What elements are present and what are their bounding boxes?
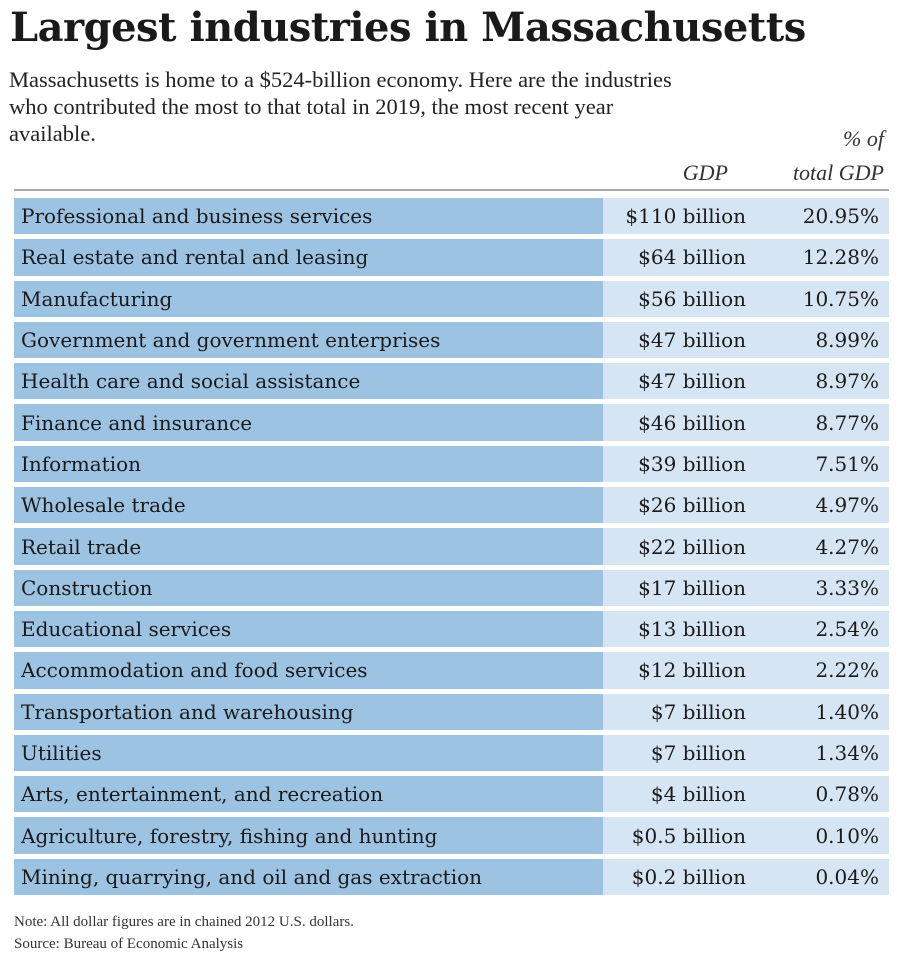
gdp-cell: $7 billion [650, 741, 746, 765]
pct-cell: 1.34% [815, 741, 879, 765]
pct-cell: 12.28% [802, 245, 879, 270]
pct-cell: 3.33% [815, 575, 879, 600]
header-rule [14, 189, 889, 191]
column-header-pct-line2: total GDP [792, 160, 884, 185]
page-title: Largest industries in Massachusetts [10, 4, 806, 51]
industry-name-cell: Real estate and rental and leasing [14, 239, 603, 276]
gdp-cell: $4 billion [650, 782, 746, 807]
value-cells: $46 billion 8.77% [603, 404, 889, 441]
industry-name-cell: Manufacturing [14, 280, 603, 317]
gdp-cell: $110 billion [625, 204, 746, 229]
column-header-pct-line1: % of [843, 126, 884, 151]
pct-cell: 10.75% [802, 286, 879, 311]
industry-name-cell: Arts, entertainment, and recreation [14, 776, 603, 813]
gdp-cell: $64 billion [638, 245, 746, 270]
gdp-cell: $0.2 billion [631, 864, 746, 889]
gdp-cell: $0.5 billion [631, 823, 746, 848]
value-cells: $7 billion 1.40% [603, 693, 889, 730]
table-row: Retail trade $22 billion 4.27% [14, 528, 889, 565]
value-cells: $22 billion 4.27% [603, 528, 889, 565]
pct-cell: 4.97% [815, 493, 879, 518]
table-row: Accommodation and food services $12 billi… [14, 652, 889, 689]
table-row: Information $39 billion 7.51% [14, 445, 889, 483]
gdp-cell: $13 billion [638, 617, 746, 642]
table-row: Wholesale trade $26 billion 4.97% [14, 487, 889, 524]
value-cells: $13 billion 2.54% [603, 610, 889, 648]
table-row: Mining, quarrying, and oil and gas extra… [14, 858, 889, 896]
pct-cell: 1.40% [815, 699, 879, 724]
industry-name-cell: Transportation and warehousing [14, 693, 603, 730]
table-row: Real estate and rental and leasing $64 bi… [14, 239, 889, 276]
table-row: Manufacturing $56 billion 10.75% [14, 280, 889, 317]
industry-name-cell: Information [14, 445, 603, 483]
pct-cell: 8.99% [815, 328, 879, 353]
value-cells: $26 billion 4.97% [603, 487, 889, 524]
value-cells: $64 billion 12.28% [603, 239, 889, 276]
gdp-cell: $47 billion [638, 328, 746, 353]
value-cells: $7 billion 1.34% [603, 734, 889, 772]
industry-name-cell: Retail trade [14, 528, 603, 565]
value-cells: $39 billion 7.51% [603, 445, 889, 483]
gdp-cell: $7 billion [650, 699, 746, 724]
value-cells: $0.2 billion 0.04% [603, 858, 889, 896]
value-cells: $47 billion 8.99% [603, 321, 889, 359]
gdp-cell: $22 billion [638, 534, 746, 559]
pct-cell: 2.54% [815, 617, 879, 642]
industry-name-cell: Health care and social assistance [14, 363, 603, 400]
pct-cell: 2.22% [815, 658, 879, 683]
pct-cell: 20.95% [802, 204, 879, 229]
industry-name-cell: Finance and insurance [14, 404, 603, 441]
table-row: Agriculture, forestry, fishing and hunti… [14, 817, 889, 854]
value-cells: $110 billion 20.95% [603, 198, 889, 235]
table-row: Finance and insurance $46 billion 8.77% [14, 404, 889, 441]
table-row: Transportation and warehousing $7 billion… [14, 693, 889, 730]
industry-table: Professional and business services $110 b… [14, 198, 889, 900]
pct-cell: 0.04% [815, 864, 879, 889]
value-cells: $12 billion 2.22% [603, 652, 889, 689]
industry-name-cell: Accommodation and food services [14, 652, 603, 689]
pct-cell: 0.78% [815, 782, 879, 807]
pct-cell: 8.77% [815, 410, 879, 435]
industry-name-cell: Mining, quarrying, and oil and gas extra… [14, 858, 603, 896]
value-cells: $56 billion 10.75% [603, 280, 889, 317]
table-row: Health care and social assistance $47 bil… [14, 363, 889, 400]
pct-cell: 7.51% [815, 451, 879, 476]
gdp-cell: $26 billion [638, 493, 746, 518]
subtitle: Massachusetts is home to a $524-billion … [9, 67, 672, 146]
industry-name-cell: Wholesale trade [14, 487, 603, 524]
gdp-cell: $56 billion [638, 286, 746, 311]
value-cells: $4 billion 0.78% [603, 776, 889, 813]
industry-name-cell: Construction [14, 569, 603, 606]
table-row: Utilities $7 billion 1.34% [14, 734, 889, 772]
table-row: Construction $17 billion 3.33% [14, 569, 889, 606]
value-cells: $0.5 billion 0.10% [603, 817, 889, 854]
gdp-cell: $17 billion [638, 575, 746, 600]
gdp-cell: $39 billion [638, 451, 746, 476]
industry-name-cell: Utilities [14, 734, 603, 772]
value-cells: $47 billion 8.97% [603, 363, 889, 400]
gdp-cell: $12 billion [638, 658, 746, 683]
pct-cell: 0.10% [815, 823, 879, 848]
footnote: Note: All dollar figures are in chained … [14, 914, 354, 930]
source-note: Source: Bureau of Economic Analysis [14, 936, 244, 952]
industry-name-cell: Educational services [14, 610, 603, 648]
gdp-cell: $46 billion [638, 410, 746, 435]
table-row: Professional and business services $110 b… [14, 198, 889, 235]
pct-cell: 8.97% [815, 369, 879, 394]
pct-cell: 4.27% [815, 534, 879, 559]
industry-name-cell: Agriculture, forestry, fishing and hunti… [14, 817, 603, 854]
industry-name-cell: Government and government enterprises [14, 321, 603, 359]
table-row: Educational services $13 billion 2.54% [14, 610, 889, 648]
column-header-gdp: GDP [682, 160, 728, 185]
table-row: Arts, entertainment, and recreation $4 bi… [14, 776, 889, 813]
value-cells: $17 billion 3.33% [603, 569, 889, 606]
industry-name-cell: Professional and business services [14, 198, 603, 235]
table-row: Government and government enterprises $47… [14, 321, 889, 359]
gdp-cell: $47 billion [638, 369, 746, 394]
